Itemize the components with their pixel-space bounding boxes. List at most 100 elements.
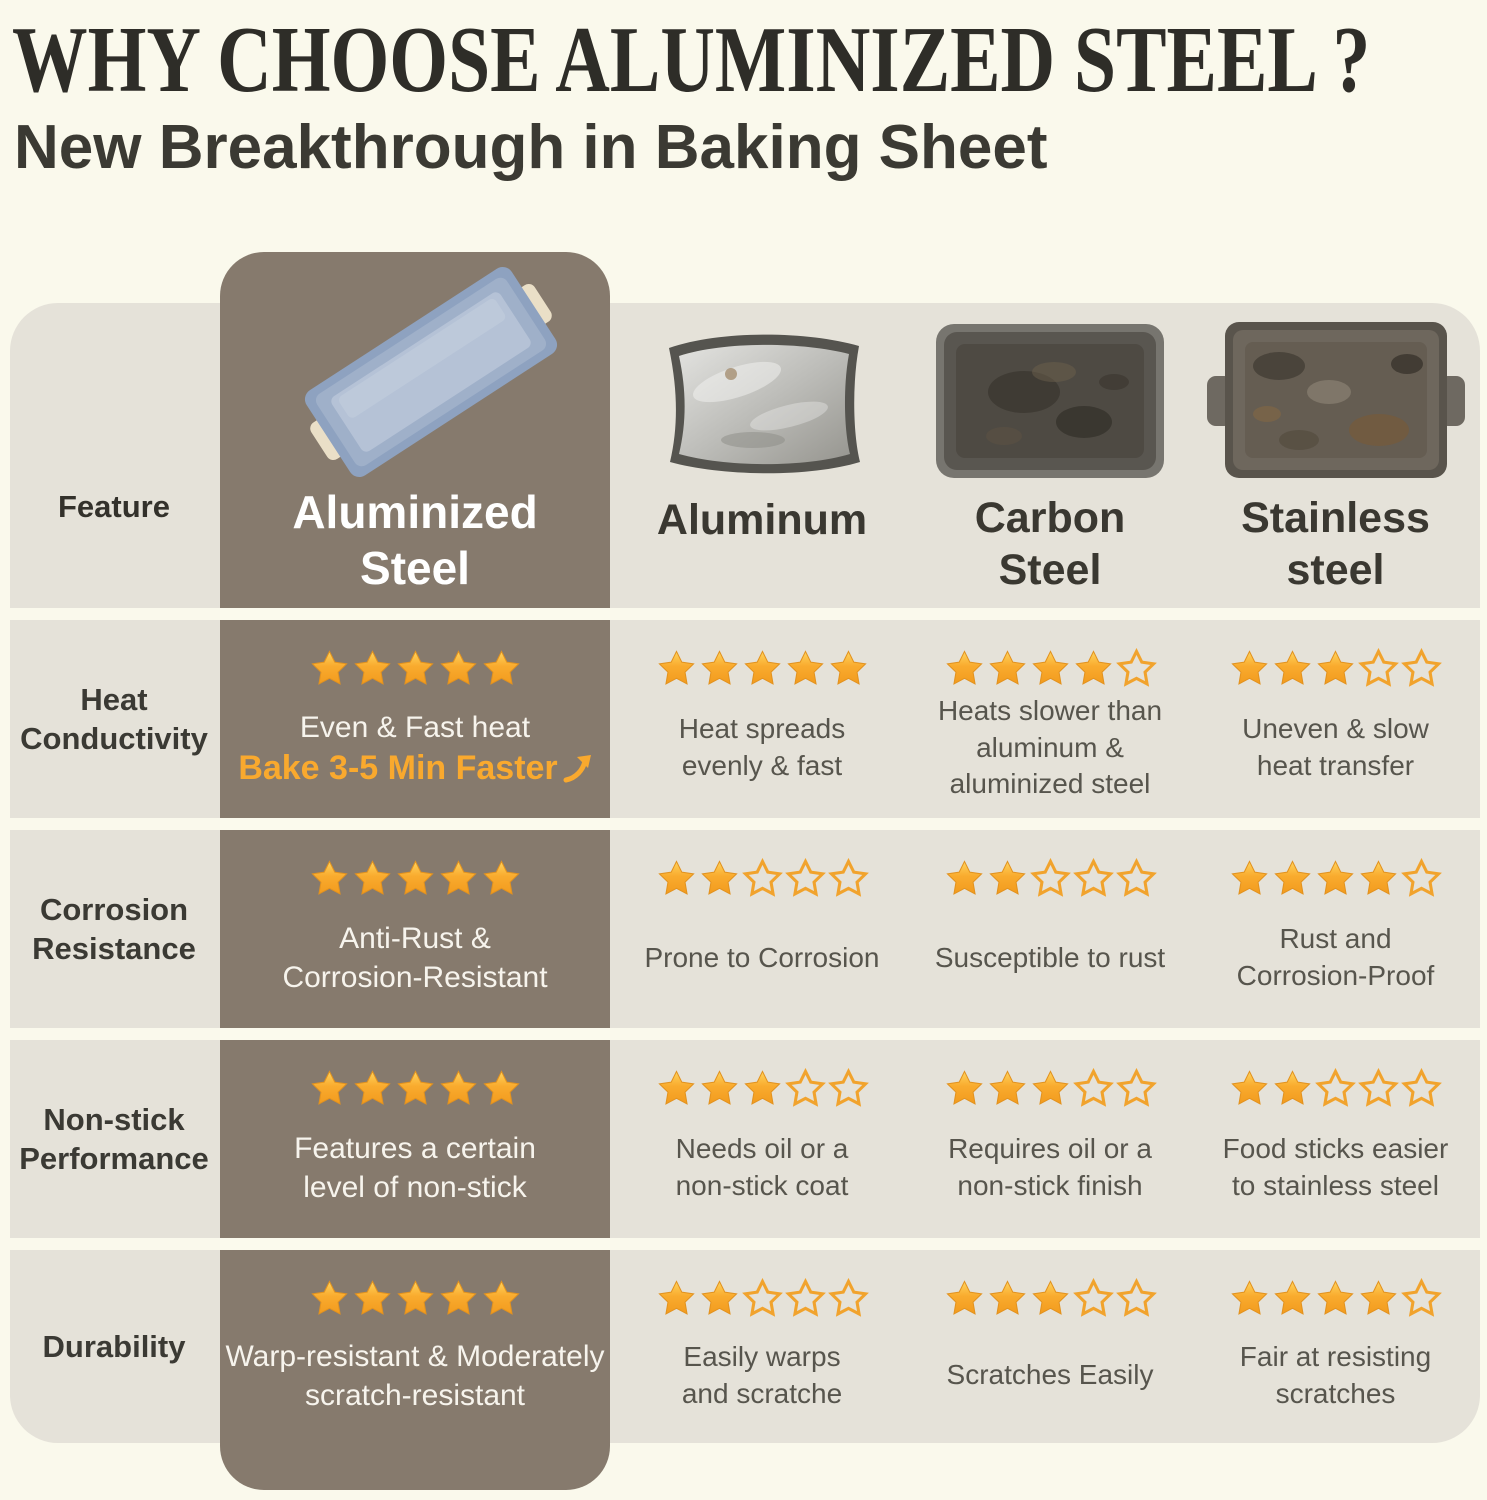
star-filled-icon — [988, 859, 1026, 895]
star-filled-icon — [310, 1279, 348, 1315]
star-outline-icon — [741, 1277, 783, 1317]
star-filled-icon — [439, 1069, 477, 1105]
star-filled-icon — [657, 1069, 695, 1105]
star-filled-icon — [1231, 859, 1268, 895]
star-filled-icon — [945, 1279, 983, 1315]
star-outline-icon — [1072, 1067, 1114, 1107]
feature-column-header: Feature — [58, 489, 170, 524]
star-outline-icon — [1029, 857, 1071, 897]
star-filled-icon — [743, 649, 781, 685]
row-label-corrosion-resistance: Corrosion Resistance — [32, 891, 196, 966]
cell-text: Needs oil or a non-stick coat — [675, 1133, 849, 1201]
star-outline-icon — [1115, 1277, 1157, 1317]
cell-durability-aluminized-steel: Warp-resistant & Moderately scratch-resi… — [220, 1250, 610, 1443]
star-rating — [943, 856, 1158, 900]
star-rating — [943, 1276, 1158, 1320]
cell-heat-stainless-steel: Uneven & slow heat transfer — [1194, 620, 1477, 818]
aluminized-steel-tray-image — [286, 250, 577, 497]
star-rating — [1228, 1066, 1443, 1110]
star-filled-icon — [786, 649, 824, 685]
cell-text: Anti-Rust & Corrosion-Resistant — [282, 922, 548, 994]
star-filled-icon — [439, 859, 477, 895]
star-filled-icon — [353, 649, 391, 685]
star-filled-icon — [1074, 649, 1112, 685]
star-filled-icon — [1031, 1069, 1069, 1105]
star-rating — [308, 1066, 523, 1110]
star-filled-icon — [700, 859, 738, 895]
star-filled-icon — [310, 649, 348, 685]
column-header-stainless-steel: Stainless steel — [1241, 494, 1430, 595]
cell-durability-stainless-steel: Fair at resisting scratches — [1194, 1250, 1477, 1443]
cell-text: Prone to Corrosion — [644, 941, 880, 973]
star-outline-icon — [1401, 1067, 1442, 1107]
star-outline-icon — [827, 1067, 869, 1107]
star-filled-icon — [1274, 859, 1311, 895]
star-outline-icon — [1115, 1067, 1157, 1107]
star-filled-icon — [945, 859, 983, 895]
cell-text: Heat spreads evenly & fast — [678, 713, 846, 781]
star-rating — [1228, 646, 1443, 690]
cell-nonstick-aluminized-steel: Features a certain level of non-stick — [220, 1040, 610, 1238]
cell-heat-aluminum: Heat spreads evenly & fast — [622, 620, 902, 818]
cell-nonstick-stainless-steel: Food sticks easier to stainless steel — [1194, 1040, 1477, 1238]
star-outline-icon — [1115, 857, 1157, 897]
row-label-durability: Durability — [42, 1328, 186, 1364]
star-filled-icon — [482, 1069, 520, 1105]
cell-corrosion-aluminized-steel: Anti-Rust & Corrosion-Resistant — [220, 830, 610, 1028]
cell-corrosion-carbon-steel: Susceptible to rust — [908, 830, 1192, 1028]
star-filled-icon — [1274, 1279, 1311, 1315]
star-filled-icon — [1317, 859, 1354, 895]
cell-text: Scratches Easily — [946, 1359, 1154, 1391]
row-separator — [220, 1238, 610, 1250]
row-label-non-stick-performance: Non-stick Performance — [19, 1101, 209, 1176]
star-rating — [308, 1276, 523, 1320]
row-label-heat-conductivity: Heat Conductivity — [20, 681, 208, 756]
page-title: WHY CHOOSE ALUMINIZED STEEL ? — [12, 8, 1371, 113]
star-filled-icon — [1360, 859, 1397, 895]
star-filled-icon — [353, 1069, 391, 1105]
page-subtitle: New Breakthrough in Baking Sheet — [14, 113, 1048, 182]
star-filled-icon — [1031, 1279, 1069, 1315]
star-outline-icon — [827, 857, 869, 897]
star-filled-icon — [700, 649, 738, 685]
cell-text: Warp-resistant & Moderately scratch-resi… — [225, 1339, 605, 1412]
cell-text: Uneven & slow heat transfer — [1242, 713, 1429, 781]
cell-nonstick-carbon-steel: Requires oil or a non-stick finish — [908, 1040, 1192, 1238]
star-outline-icon — [1072, 1277, 1114, 1317]
cell-heat-carbon-steel: Heats slower than aluminum & aluminized … — [908, 620, 1192, 818]
star-filled-icon — [1317, 1279, 1354, 1315]
star-filled-icon — [353, 859, 391, 895]
cell-text: Heats slower than aluminum & aluminized … — [937, 694, 1163, 800]
star-outline-icon — [741, 857, 783, 897]
column-header-aluminum: Aluminum — [656, 496, 868, 544]
star-filled-icon — [1274, 649, 1311, 685]
row-separator — [220, 608, 610, 620]
star-rating — [1228, 1276, 1443, 1320]
star-filled-icon — [743, 1069, 781, 1105]
star-filled-icon — [310, 1069, 348, 1105]
star-filled-icon — [700, 1279, 738, 1315]
star-filled-icon — [657, 859, 695, 895]
star-filled-icon — [657, 1279, 695, 1315]
star-filled-icon — [945, 649, 983, 685]
star-filled-icon — [988, 1069, 1026, 1105]
star-rating — [655, 646, 870, 690]
aluminum-pan-image — [669, 334, 860, 474]
cell-durability-aluminum: Easily warps and scratche — [622, 1250, 902, 1443]
star-outline-icon — [1401, 1277, 1442, 1317]
row-separator — [220, 1028, 610, 1040]
star-filled-icon — [988, 649, 1026, 685]
star-outline-icon — [1072, 857, 1114, 897]
star-rating — [655, 1276, 870, 1320]
cell-text: Features a certain level of non-stick — [294, 1132, 536, 1204]
star-outline-icon — [1401, 857, 1442, 897]
star-filled-icon — [439, 1279, 477, 1315]
star-filled-icon — [945, 1069, 983, 1105]
cell-nonstick-aluminum: Needs oil or a non-stick coat — [622, 1040, 902, 1238]
star-filled-icon — [988, 1279, 1026, 1315]
star-filled-icon — [310, 859, 348, 895]
star-filled-icon — [1317, 649, 1354, 685]
cell-text: Rust and Corrosion-Proof — [1236, 923, 1435, 991]
star-outline-icon — [784, 1067, 826, 1107]
